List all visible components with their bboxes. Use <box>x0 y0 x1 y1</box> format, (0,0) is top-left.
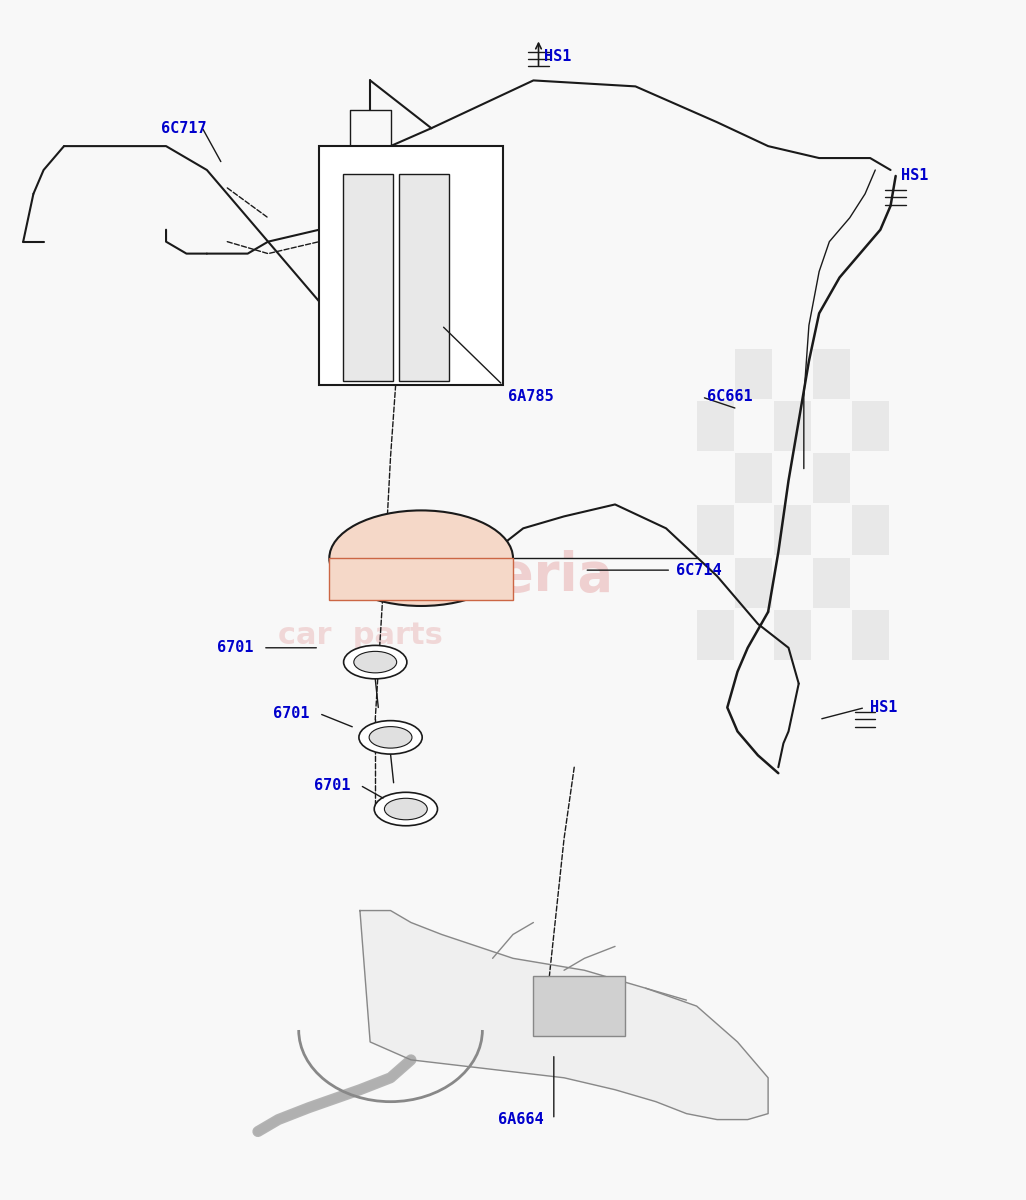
Text: 6701: 6701 <box>273 706 310 721</box>
Text: 6A664: 6A664 <box>498 1112 544 1127</box>
Ellipse shape <box>354 652 397 673</box>
Text: 6701: 6701 <box>218 641 253 655</box>
Ellipse shape <box>329 510 513 606</box>
Text: 6C661: 6C661 <box>707 390 752 404</box>
Bar <box>775 610 812 660</box>
Bar <box>697 401 734 451</box>
Text: 6701: 6701 <box>314 778 351 793</box>
Text: scuderia: scuderia <box>360 550 613 602</box>
Text: HS1: HS1 <box>901 168 929 184</box>
Bar <box>736 349 773 398</box>
FancyBboxPatch shape <box>399 174 448 382</box>
Bar <box>852 505 889 556</box>
Ellipse shape <box>385 798 427 820</box>
Bar <box>697 610 734 660</box>
Bar <box>736 558 773 607</box>
FancyBboxPatch shape <box>534 977 625 1036</box>
Bar <box>813 454 850 503</box>
Bar <box>697 505 734 556</box>
Bar <box>813 349 850 398</box>
Bar <box>852 401 889 451</box>
Polygon shape <box>360 911 768 1120</box>
Bar <box>736 454 773 503</box>
Bar <box>775 401 812 451</box>
Ellipse shape <box>369 727 412 748</box>
FancyBboxPatch shape <box>319 146 503 385</box>
Bar <box>775 505 812 556</box>
Bar <box>813 558 850 607</box>
Text: HS1: HS1 <box>544 49 571 64</box>
Text: 6C714: 6C714 <box>676 563 722 577</box>
Text: 6A785: 6A785 <box>508 390 553 404</box>
Text: HS1: HS1 <box>870 700 898 715</box>
Ellipse shape <box>359 721 422 754</box>
Ellipse shape <box>374 792 437 826</box>
Bar <box>852 610 889 660</box>
Text: car  parts: car parts <box>278 622 443 650</box>
Ellipse shape <box>344 646 407 679</box>
FancyBboxPatch shape <box>343 174 393 382</box>
FancyBboxPatch shape <box>329 558 513 600</box>
Text: 6C717: 6C717 <box>161 121 206 136</box>
